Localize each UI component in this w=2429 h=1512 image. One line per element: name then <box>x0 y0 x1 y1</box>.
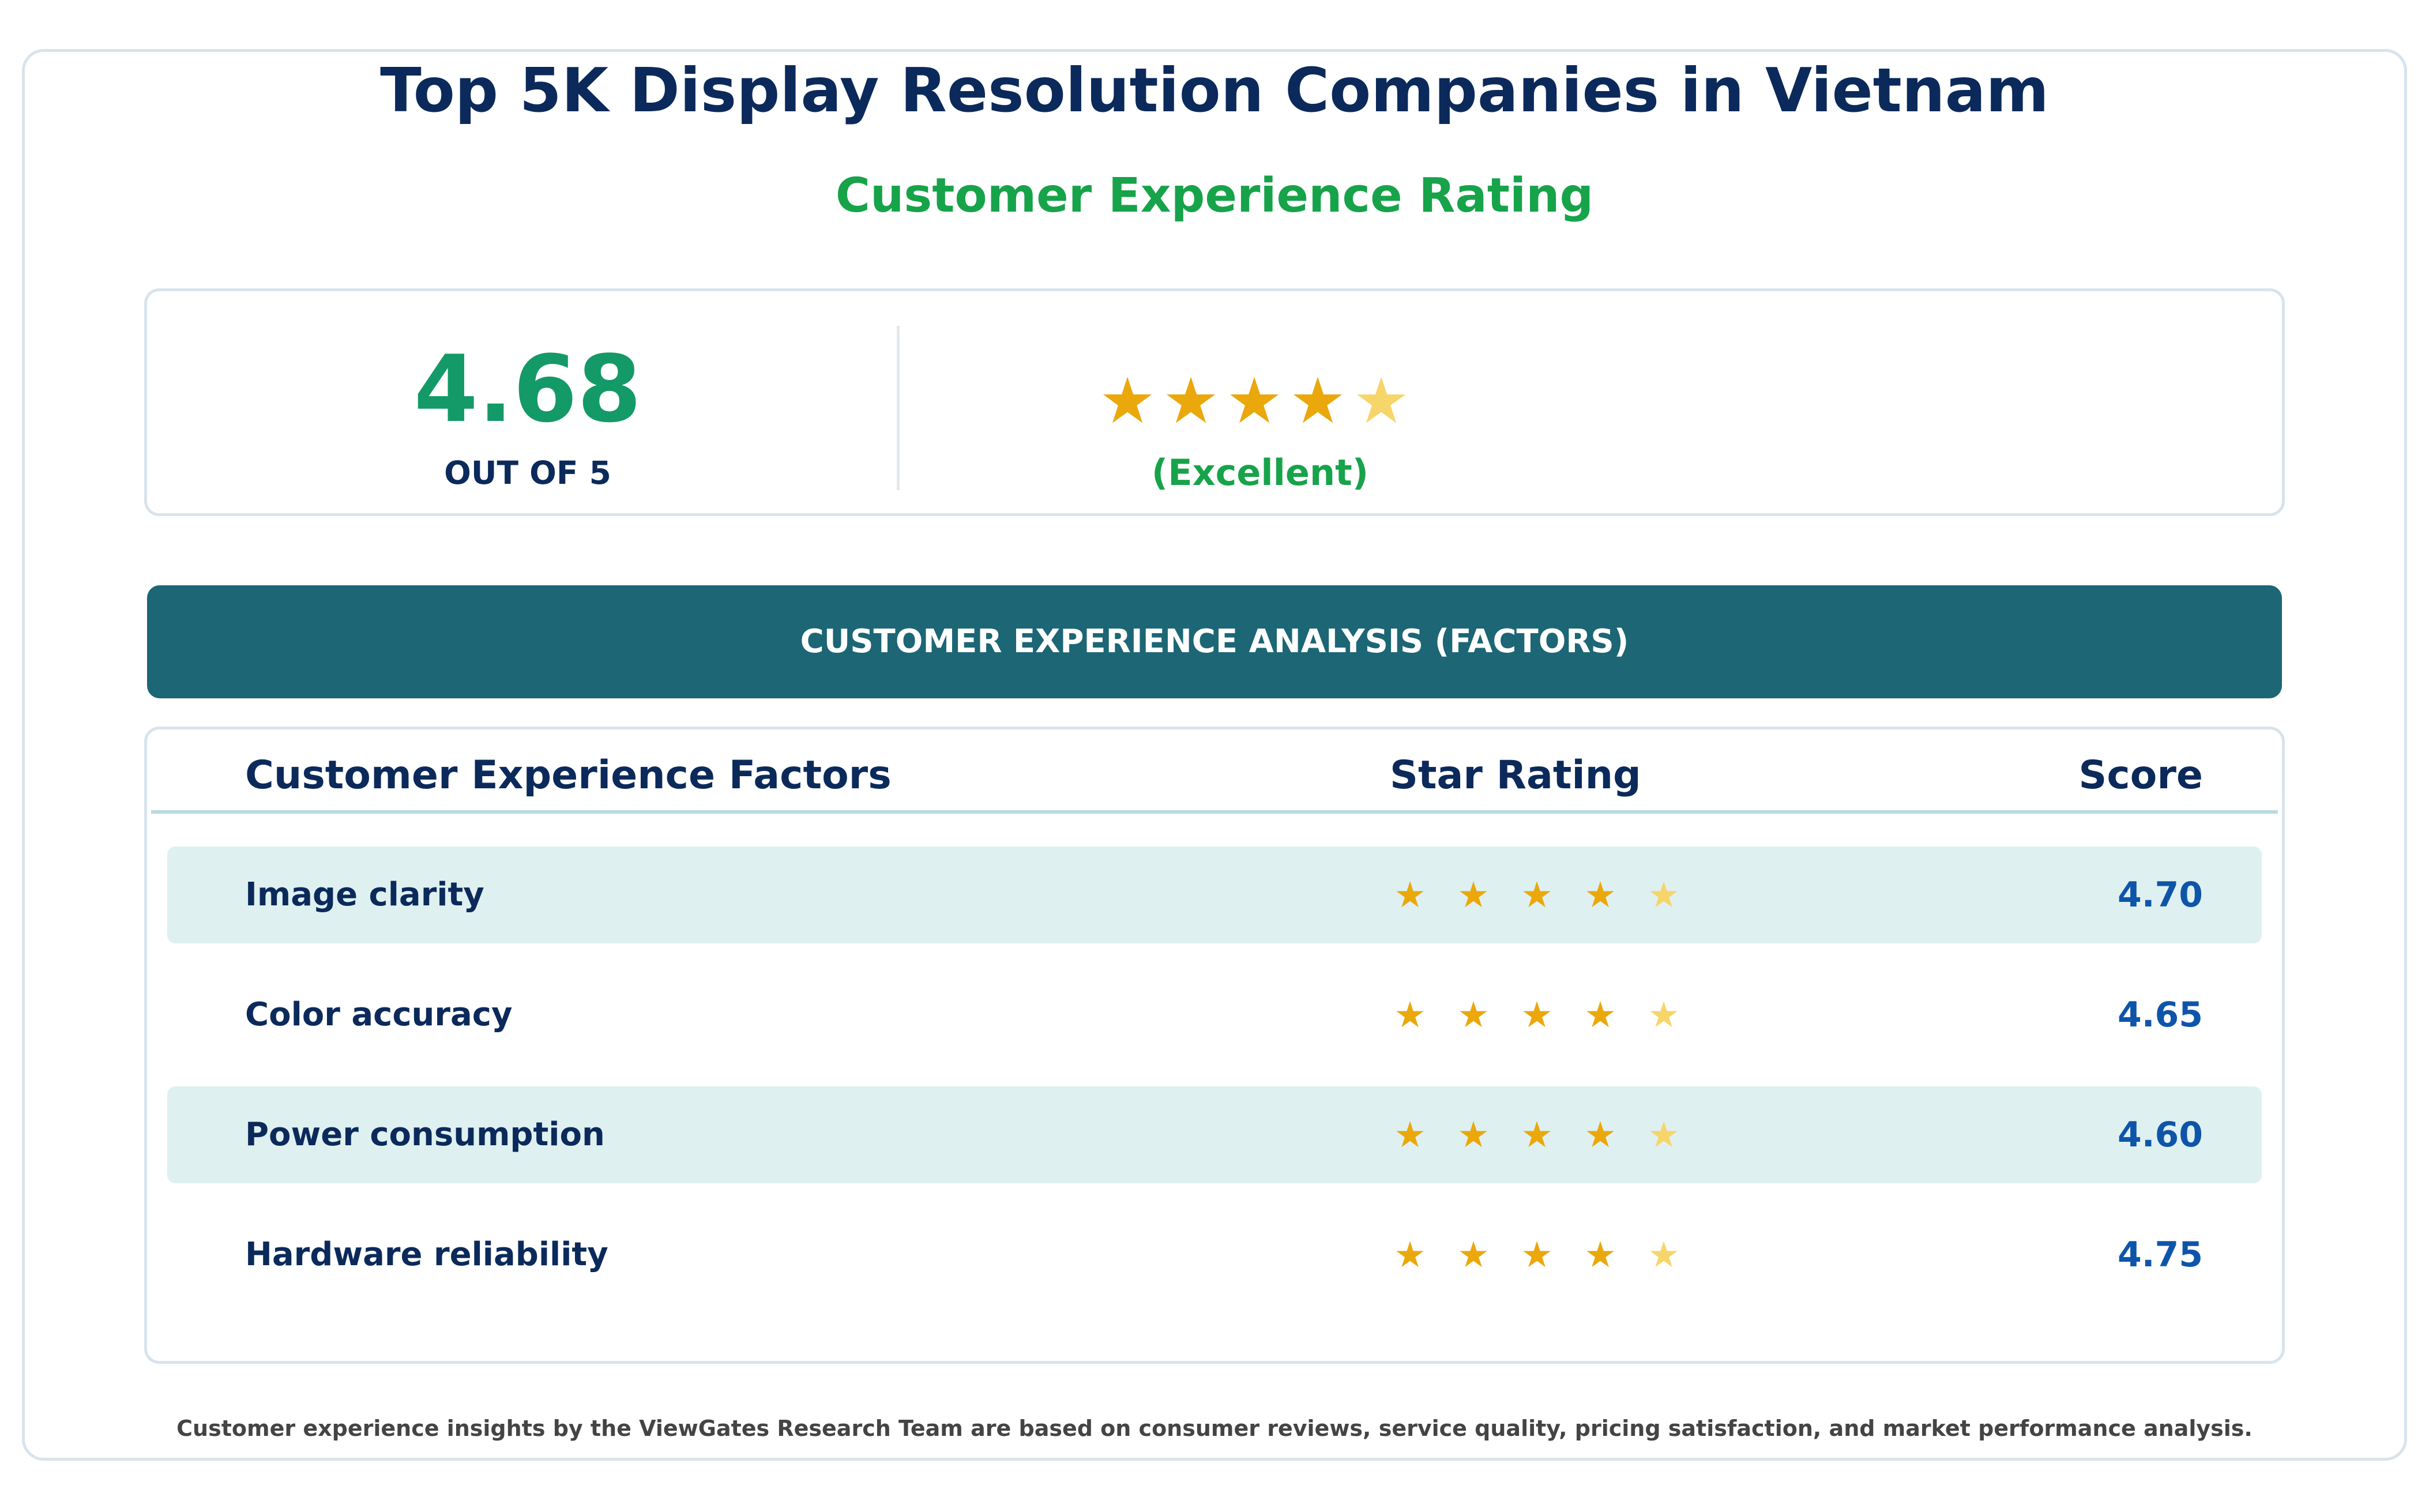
table-row: Hardware reliability ★ ★ ★ ★ ★ 4.75 <box>167 1206 2262 1303</box>
overall-star-rating: ★ ★ ★ ★ ★ <box>1096 366 1499 435</box>
overall-score: 4.68 <box>413 335 642 443</box>
page-title: Top 5K Display Resolution Companies in V… <box>380 55 2049 126</box>
star-icon: ★ <box>1457 1114 1490 1156</box>
column-header-stars: Star Rating <box>1390 753 1641 798</box>
panel-divider <box>897 326 900 490</box>
table-row: Color accuracy ★ ★ ★ ★ ★ 4.65 <box>167 966 2262 1063</box>
factor-name: Image clarity <box>245 876 484 913</box>
table-row: Image clarity ★ ★ ★ ★ ★ 4.70 <box>167 847 2262 943</box>
star-icon: ★ <box>1521 1233 1553 1276</box>
star-icon: ★ <box>1289 364 1347 438</box>
star-icon: ★ <box>1457 994 1490 1036</box>
star-icon: ★ <box>1394 874 1426 916</box>
factor-name: Power consumption <box>245 1116 605 1153</box>
star-icon: ★ <box>1521 994 1553 1036</box>
header-divider <box>151 810 2278 814</box>
star-icon: ★ <box>1162 364 1220 438</box>
factor-score: 4.75 <box>2117 1235 2203 1275</box>
star-icon: ★ <box>1648 1233 1680 1276</box>
footnote: Customer experience insights by the View… <box>176 1416 2253 1441</box>
star-icon: ★ <box>1099 364 1156 438</box>
factor-star-rating: ★ ★ ★ ★ ★ <box>1378 1206 1695 1303</box>
table-row: Power consumption ★ ★ ★ ★ ★ 4.60 <box>167 1086 2262 1183</box>
star-icon: ★ <box>1648 994 1680 1036</box>
star-icon: ★ <box>1394 994 1426 1036</box>
star-icon: ★ <box>1521 874 1553 916</box>
rating-label: (Excellent) <box>1151 452 1369 494</box>
star-icon: ★ <box>1225 364 1283 438</box>
star-icon: ★ <box>1394 1233 1426 1276</box>
factor-name: Hardware reliability <box>245 1236 608 1273</box>
rating-card <box>22 49 2407 1461</box>
analysis-banner: CUSTOMER EXPERIENCE ANALYSIS (FACTORS) <box>147 585 2282 698</box>
star-icon: ★ <box>1584 874 1616 916</box>
star-icon: ★ <box>1394 1114 1426 1156</box>
page-subtitle: Customer Experience Rating <box>835 168 1594 223</box>
star-icon: ★ <box>1648 1114 1680 1156</box>
factor-name: Color accuracy <box>245 996 513 1033</box>
star-icon: ★ <box>1521 1114 1553 1156</box>
column-header-score: Score <box>2078 753 2203 798</box>
factor-score: 4.70 <box>2117 875 2203 915</box>
factors-table <box>144 727 2285 1364</box>
star-icon: ★ <box>1648 874 1680 916</box>
overall-rating-panel: 4.68 OUT OF 5 ★ ★ ★ ★ ★ (Excellent) <box>144 288 2285 516</box>
star-icon: ★ <box>1457 874 1490 916</box>
star-icon: ★ <box>1584 994 1616 1036</box>
star-icon: ★ <box>1457 1233 1490 1276</box>
score-scale-label: OUT OF 5 <box>444 454 611 491</box>
factor-score: 4.60 <box>2117 1115 2203 1155</box>
factor-star-rating: ★ ★ ★ ★ ★ <box>1378 966 1695 1063</box>
factor-score: 4.65 <box>2117 995 2203 1035</box>
star-icon: ★ <box>1352 364 1410 438</box>
factor-star-rating: ★ ★ ★ ★ ★ <box>1378 1086 1695 1183</box>
star-icon: ★ <box>1584 1233 1616 1276</box>
factor-star-rating: ★ ★ ★ ★ ★ <box>1378 847 1695 943</box>
star-icon: ★ <box>1584 1114 1616 1156</box>
column-header-factor: Customer Experience Factors <box>245 753 892 798</box>
